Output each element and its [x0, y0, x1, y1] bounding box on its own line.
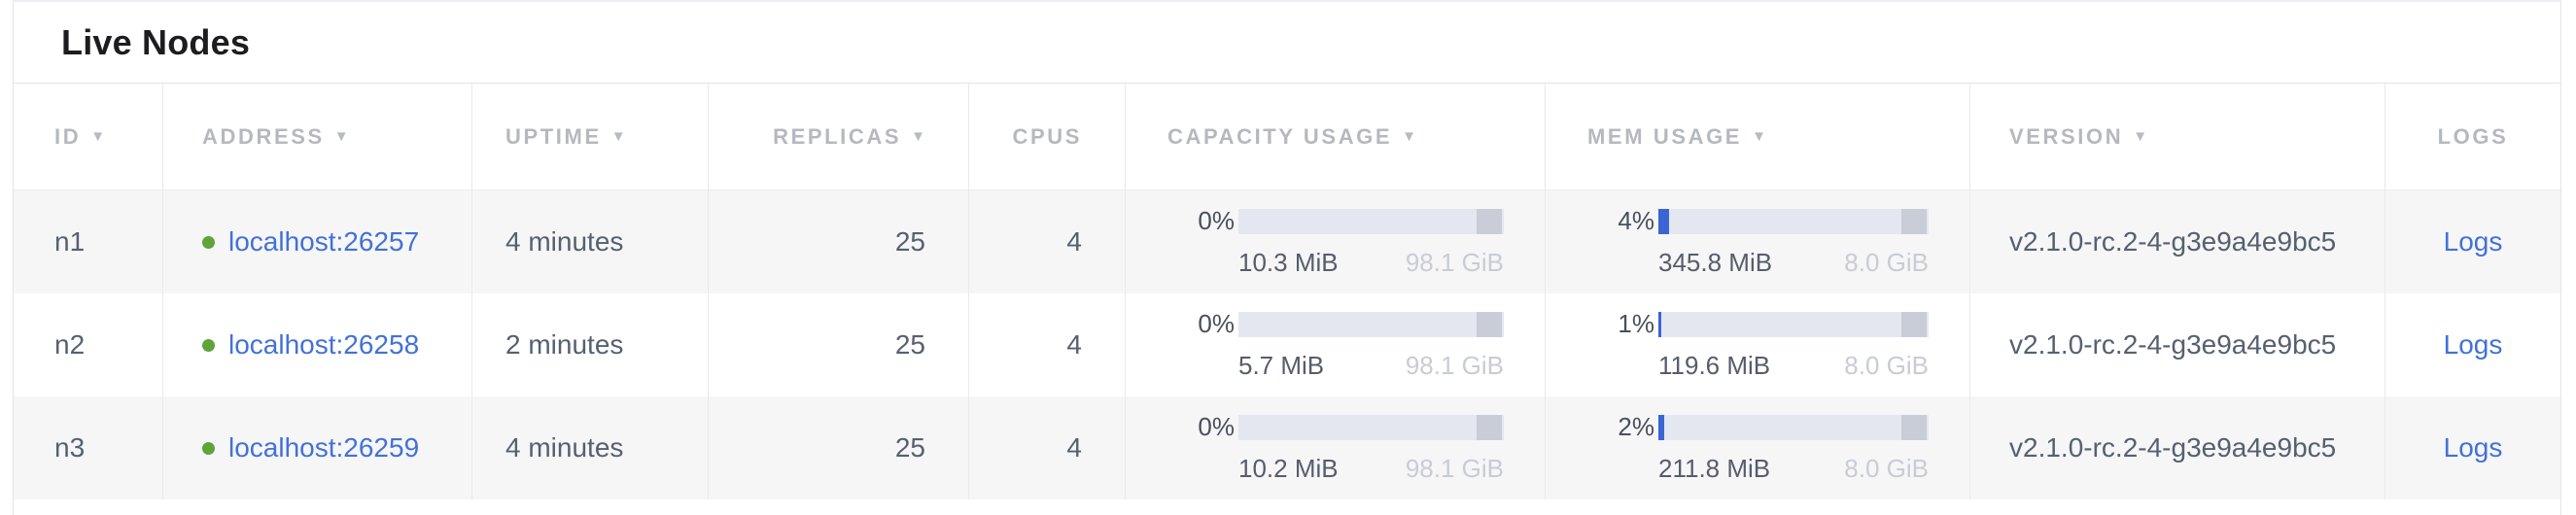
table-header-row: ID ▼ ADDRESS ▼ UPTIME ▼ REPLICAS ▼ CPUS … [14, 84, 2560, 190]
capacity-total-value: 98.1 GiB [1405, 454, 1504, 483]
cpus-cell: 4 [969, 396, 1126, 499]
mem-total-value: 8.0 GiB [1844, 454, 1929, 483]
capacity-usage-cell: 0% 10.2 MiB 98.1 GiB [1126, 396, 1546, 499]
capacity-usage-cell: 0% 10.3 MiB 98.1 GiB [1126, 190, 1546, 293]
mem-total-value: 8.0 GiB [1844, 351, 1929, 380]
version-cell: v2.1.0-rc.2-4-g3e9a4e9bc5 [1970, 190, 2385, 293]
column-header-id[interactable]: ID ▼ [14, 84, 163, 189]
capacity-usage-bar [1238, 208, 1504, 234]
mem-usage-cell: 4% 345.8 MiB 8.0 GiB [1546, 190, 1970, 293]
replicas-cell: 25 [709, 293, 969, 396]
mem-percent: 2% [1618, 412, 1654, 441]
node-id-cell: n3 [14, 396, 163, 499]
uptime-cell: 4 minutes [472, 190, 709, 293]
node-id-cell: n1 [14, 190, 163, 293]
capacity-usage-bar [1238, 311, 1504, 337]
version-cell: v2.1.0-rc.2-4-g3e9a4e9bc5 [1970, 293, 2385, 396]
column-header-mem-usage[interactable]: MEM USAGE ▼ [1546, 84, 1970, 189]
capacity-total-value: 98.1 GiB [1405, 248, 1504, 277]
table-row: n2 localhost:26258 2 minutes 25 4 0% 5.7… [14, 293, 2560, 396]
page-title: Live Nodes [61, 21, 251, 62]
cpus-cell: 4 [969, 190, 1126, 293]
mem-usage-cell: 1% 119.6 MiB 8.0 GiB [1546, 293, 1970, 396]
mem-used-value: 345.8 MiB [1658, 248, 1773, 277]
column-header-uptime[interactable]: UPTIME ▼ [472, 84, 709, 189]
logs-cell: Logs [2385, 396, 2560, 499]
mem-usage-bar [1658, 311, 1929, 337]
mem-percent: 1% [1618, 309, 1654, 338]
node-address-link[interactable]: localhost:26259 [228, 432, 420, 463]
column-header-capacity-usage[interactable]: CAPACITY USAGE ▼ [1126, 84, 1546, 189]
sort-desc-icon[interactable]: ▼ [333, 128, 349, 145]
mem-percent: 4% [1618, 206, 1654, 235]
capacity-percent: 0% [1198, 412, 1235, 441]
mem-bar-fill [1658, 208, 1670, 234]
capacity-usage-cell: 0% 5.7 MiB 98.1 GiB [1126, 293, 1546, 396]
mem-bar-endcap [1900, 208, 1927, 234]
mem-bar-endcap [1900, 311, 1927, 337]
column-header-version[interactable]: VERSION ▼ [1970, 84, 2385, 189]
node-address-link[interactable]: localhost:26257 [228, 226, 420, 257]
column-header-replicas[interactable]: REPLICAS ▼ [709, 84, 969, 189]
replicas-cell: 25 [709, 396, 969, 499]
sort-desc-icon[interactable]: ▼ [610, 128, 626, 145]
sort-desc-icon[interactable]: ▼ [1752, 128, 1766, 145]
logs-cell: Logs [2385, 293, 2560, 396]
node-id-cell: n2 [14, 293, 163, 396]
node-address-cell: localhost:26258 [163, 293, 472, 396]
uptime-cell: 2 minutes [472, 293, 709, 396]
logs-link[interactable]: Logs [2443, 329, 2503, 360]
mem-usage-cell: 2% 211.8 MiB 8.0 GiB [1546, 396, 1970, 499]
logs-link[interactable]: Logs [2443, 226, 2503, 257]
column-header-cpus: CPUS [969, 84, 1126, 189]
replicas-cell: 25 [709, 190, 969, 293]
node-address-cell: localhost:26259 [163, 396, 472, 499]
node-address-cell: localhost:26257 [163, 190, 472, 293]
sort-desc-icon[interactable]: ▼ [90, 128, 106, 145]
cpus-cell: 4 [969, 293, 1126, 396]
capacity-used-value: 10.3 MiB [1238, 248, 1339, 277]
capacity-used-value: 5.7 MiB [1238, 351, 1325, 380]
live-nodes-panel: Live Nodes ID ▼ ADDRESS ▼ UPTIME ▼ REPLI… [13, 0, 2561, 515]
capacity-bar-endcap [1477, 414, 1502, 440]
capacity-used-value: 10.2 MiB [1238, 454, 1339, 483]
sort-desc-icon[interactable]: ▼ [911, 128, 925, 145]
mem-total-value: 8.0 GiB [1844, 248, 1929, 277]
mem-usage-bar [1658, 414, 1929, 440]
mem-bar-endcap [1900, 414, 1927, 440]
logs-cell: Logs [2385, 190, 2560, 293]
node-address-link[interactable]: localhost:26258 [228, 329, 420, 360]
mem-used-value: 211.8 MiB [1658, 454, 1771, 483]
capacity-bar-endcap [1477, 208, 1502, 234]
column-header-logs: LOGS [2437, 123, 2509, 149]
uptime-cell: 4 minutes [472, 396, 709, 499]
sort-desc-icon[interactable]: ▼ [2133, 128, 2148, 145]
capacity-percent: 0% [1198, 206, 1235, 235]
capacity-percent: 0% [1198, 309, 1235, 338]
capacity-total-value: 98.1 GiB [1405, 351, 1504, 380]
mem-bar-fill [1658, 414, 1664, 440]
node-live-status-icon [202, 441, 215, 455]
mem-used-value: 119.6 MiB [1658, 351, 1771, 380]
mem-usage-bar [1658, 208, 1929, 234]
node-live-status-icon [202, 338, 215, 352]
table-row: n3 localhost:26259 4 minutes 25 4 0% 10.… [14, 396, 2560, 499]
column-header-address[interactable]: ADDRESS ▼ [163, 84, 472, 189]
logs-link[interactable]: Logs [2443, 432, 2503, 463]
version-cell: v2.1.0-rc.2-4-g3e9a4e9bc5 [1970, 396, 2385, 499]
capacity-usage-bar [1238, 414, 1504, 440]
table-row: n1 localhost:26257 4 minutes 25 4 0% 10.… [14, 190, 2560, 293]
node-live-status-icon [202, 235, 215, 249]
sort-desc-icon[interactable]: ▼ [1402, 128, 1417, 145]
mem-bar-fill [1658, 311, 1661, 337]
panel-title-block: Live Nodes [14, 2, 2560, 84]
capacity-bar-endcap [1477, 311, 1502, 337]
